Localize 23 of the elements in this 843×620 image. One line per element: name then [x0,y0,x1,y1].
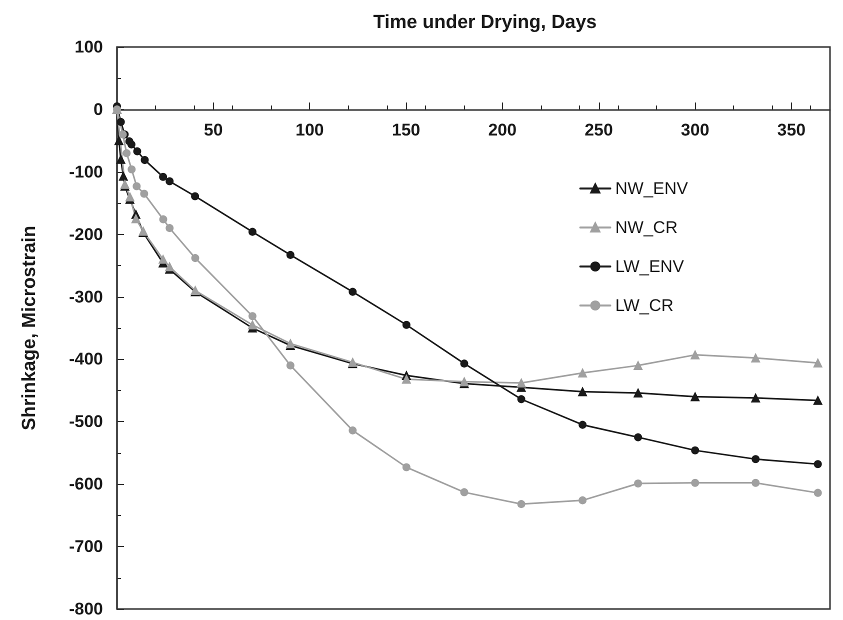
legend-label: LW_ENV [615,257,685,276]
y-tick-label: 0 [94,100,103,119]
x-tick-label: 50 [204,120,223,140]
y-tick-label: -100 [68,162,103,182]
y-tick-label: -300 [68,287,103,306]
y-axis-title: Shrinkage, Microstrain [19,226,40,430]
y-tick-label: -400 [68,350,103,369]
y-tick-label: -800 [68,600,103,618]
y-tick-label: -500 [68,412,103,432]
y-tick-label: -200 [68,224,103,244]
x-tick-label: 200 [488,120,517,140]
legend-label: LW_CR [615,296,674,315]
y-tick-label: 100 [74,38,103,56]
x-tick-label: 100 [296,120,324,140]
x-tick-label: 250 [584,120,613,140]
x-axis-title: Time under Drying, Days [373,12,597,33]
legend-label: NW_CR [615,218,678,237]
x-tick-label: 300 [680,120,710,140]
x-tick-label: 350 [777,120,806,140]
x-tick-label: 150 [392,120,420,140]
y-tick-label: -700 [68,537,103,556]
y-tick-label: -600 [68,474,103,494]
legend-label: NW_ENV [615,179,689,198]
